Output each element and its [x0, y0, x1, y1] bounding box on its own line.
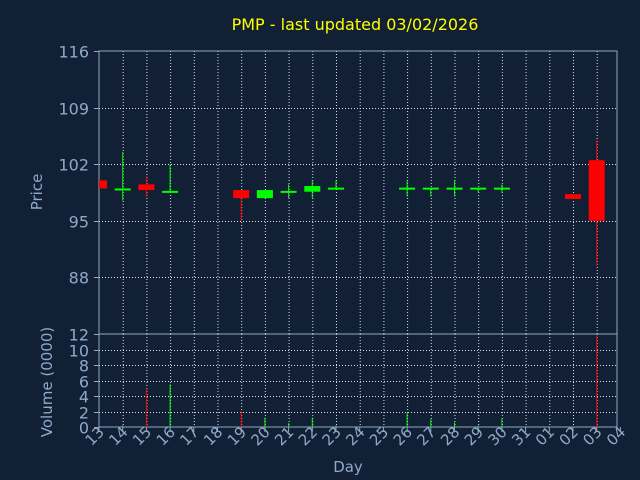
candle-body	[138, 184, 155, 191]
volume-tick-label: 10	[69, 342, 89, 361]
candle-body	[233, 190, 250, 199]
candle-body	[565, 194, 581, 199]
volume-tick-label: 0	[79, 419, 89, 438]
price-tick-label: 88	[69, 269, 89, 288]
volume-bars	[122, 335, 598, 427]
price-tick-label: 95	[69, 213, 89, 232]
volume-tick-label: 12	[69, 326, 89, 345]
candle-body	[399, 187, 416, 190]
candle-body	[328, 187, 344, 190]
candle-body	[470, 187, 487, 190]
volume-grid	[99, 334, 617, 427]
price-tick-label: 116	[58, 43, 89, 62]
candle-body	[304, 186, 321, 192]
volume-tick-label: 4	[79, 388, 89, 407]
candle-body	[588, 160, 605, 221]
price-axis-label: Price	[28, 174, 46, 211]
price-tick-label: 102	[58, 156, 89, 175]
candle-body	[422, 187, 439, 190]
chart-title: PMP - last updated 03/02/2026	[232, 15, 479, 34]
candle-body	[162, 190, 179, 193]
volume-tick-label: 8	[79, 357, 89, 376]
volume-tick-label: 2	[79, 404, 89, 423]
volume-tick-label: 6	[79, 373, 89, 392]
price-panel: 88 95 102 109 116 Price	[28, 43, 618, 335]
price-y-ticks: 88 95 102 109 116	[58, 43, 99, 288]
x-ticks: 1314151617181920212223242526272829303101…	[82, 423, 630, 449]
candle-body	[256, 190, 273, 199]
candles	[99, 139, 605, 266]
candle-body	[114, 188, 131, 191]
candle-body	[280, 190, 297, 193]
price-tick-label: 109	[58, 100, 89, 119]
candle-body	[493, 187, 510, 190]
volume-plot-frame	[98, 333, 618, 428]
candle-body	[446, 187, 463, 190]
candle-body	[99, 180, 107, 189]
volume-axis-label: Volume (0000)	[38, 327, 56, 437]
x-axis-label: Day	[333, 458, 363, 476]
